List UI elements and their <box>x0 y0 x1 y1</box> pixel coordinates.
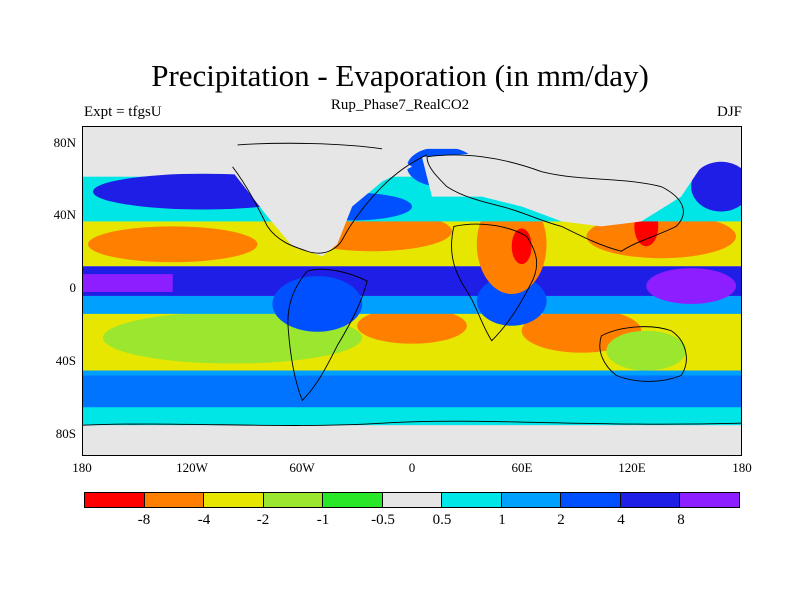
antarctica-land <box>83 425 741 455</box>
colorbar-swatch-4 <box>263 493 324 507</box>
west-pacific-orange <box>586 214 737 259</box>
coast-south-america <box>287 268 368 402</box>
colorbar-label-10: 8 <box>677 512 685 528</box>
lon-tick-120e: 120E <box>618 460 646 475</box>
lat-tick-80n: 80N <box>53 135 76 150</box>
colorbar-swatch-3 <box>204 493 264 507</box>
lat-tick-80s: 80S <box>55 426 76 441</box>
coast-eurasia <box>426 154 684 252</box>
north-america-land <box>83 151 412 257</box>
coastlines <box>83 142 741 426</box>
colorbar-swatch-7 <box>442 493 502 507</box>
colorbar-label-7: 1 <box>498 512 506 528</box>
colorbar-swatch-6 <box>382 493 443 507</box>
itcz-band <box>83 266 741 296</box>
itcz-west-pacific-peak <box>83 274 173 292</box>
colorbar-label-9: 4 <box>617 512 625 528</box>
lat-tick-40s: 40S <box>55 353 76 368</box>
colorbar-label-6: 0.5 <box>432 512 452 528</box>
south-equatorial-blue <box>83 295 741 314</box>
lat-tick-eq: 0 <box>69 280 77 295</box>
southern-ocean-edge <box>83 407 741 426</box>
colorbar-swatch-8 <box>501 493 562 507</box>
plot-subtitle: Rup_Phase7_RealCO2 <box>330 97 470 113</box>
lon-tick-60e: 60E <box>511 460 533 475</box>
colorbar-swatch-9 <box>561 493 621 507</box>
north-pacific-orange <box>87 226 258 263</box>
lon-tick-120w: 120W <box>176 460 208 475</box>
lon-tick-60w: 60W <box>289 460 315 475</box>
coast-australia <box>599 326 687 382</box>
colorbar-swatch-11 <box>680 493 740 507</box>
colorbar-label-5: -0.5 <box>371 512 395 528</box>
maritime-continent-purple <box>646 268 737 304</box>
colorbar-swatch-1 <box>85 493 145 507</box>
coast-north-america <box>232 154 428 254</box>
eurasia-land <box>421 151 702 227</box>
coast-africa <box>451 223 538 342</box>
map-field <box>83 127 741 455</box>
lon-tick-180e: 180 <box>732 460 752 475</box>
arctic-land <box>83 127 741 149</box>
colorbar-label-1: -8 <box>137 512 151 528</box>
colorbar-label-3: -2 <box>256 512 270 528</box>
plot-title: Precipitation - Evaporation (in mm/day) <box>151 58 649 93</box>
colorbar-swatch-2 <box>144 493 205 507</box>
central-africa-blue <box>476 276 547 326</box>
experiment-label: Expt = tfgsU <box>84 104 162 120</box>
australia-green <box>606 330 687 371</box>
colorbar-swatch-5 <box>323 493 383 507</box>
colorbar-label-4: -1 <box>316 512 330 528</box>
colorbar-swatch-10 <box>620 493 681 507</box>
south-atlantic-orange <box>357 307 467 344</box>
coast-arctic <box>237 142 383 150</box>
lat-tick-40n: 40N <box>53 207 76 222</box>
lon-tick-180w: 180 <box>72 460 92 475</box>
colorbar <box>84 492 740 508</box>
colorbar-label-2: -4 <box>197 512 211 528</box>
red-sea-red <box>511 228 532 265</box>
colorbar-label-8: 2 <box>557 512 565 528</box>
aleutian-blue <box>691 161 741 212</box>
lon-tick-0: 0 <box>408 460 416 475</box>
season-label: DJF <box>716 104 742 120</box>
coast-antarctica <box>83 420 741 426</box>
map-plot <box>82 126 742 456</box>
